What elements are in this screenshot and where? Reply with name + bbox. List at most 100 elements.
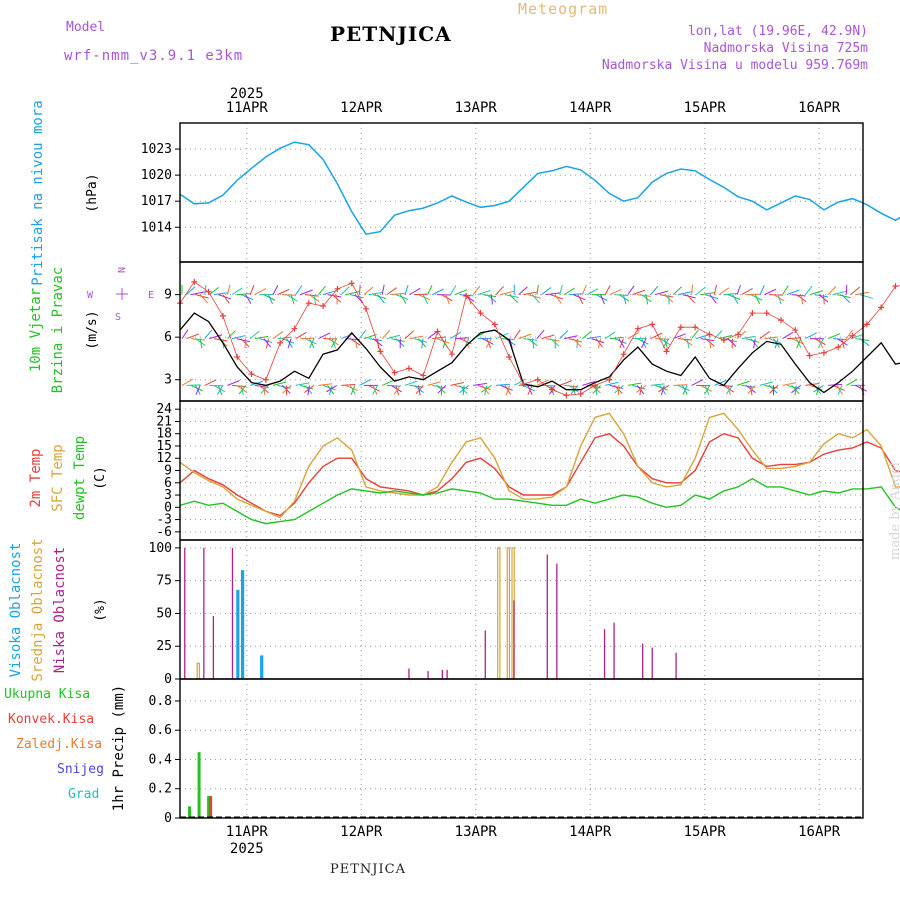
wind-barb: [358, 284, 361, 295]
gust-marker: [420, 372, 427, 379]
wind-barb: [541, 384, 556, 387]
y-tick-label: 1023: [141, 142, 172, 157]
wind-barb: [581, 285, 587, 295]
wind-barb: [213, 292, 228, 296]
wind-barb: [272, 381, 287, 386]
wind-barb: [827, 333, 841, 340]
bottom-day-label: 13APR: [455, 824, 498, 840]
wind-barb: [636, 384, 647, 393]
wind-barb: [445, 294, 450, 305]
wind-barb: [341, 384, 356, 386]
wind-barb: [614, 385, 624, 394]
wind-barb: [827, 286, 837, 295]
station-title: PETNJICA: [330, 22, 452, 46]
wind-barb: [704, 385, 711, 395]
wind-barb: [227, 330, 236, 339]
gust-marker: [863, 321, 870, 328]
wind-barb: [545, 338, 560, 342]
gust-marker: [463, 293, 470, 300]
wind-barb: [600, 294, 605, 305]
model-label: Model: [66, 20, 106, 35]
dewpt-title: dewpt Temp: [72, 436, 88, 520]
gust-marker: [506, 354, 513, 361]
gust-marker: [477, 310, 484, 317]
wind-barb: [181, 329, 189, 339]
wind-barb: [295, 382, 310, 386]
wind-barb: [732, 294, 739, 304]
wind-barb: [318, 332, 331, 340]
wind-barb: [272, 331, 284, 340]
wind-barb: [272, 285, 279, 295]
wind-barb: [609, 288, 622, 296]
sfc-title: SFC Temp: [50, 444, 66, 511]
wind-barb: [227, 284, 231, 295]
gust-marker: [606, 376, 613, 383]
cloud-mid-bar: [497, 547, 501, 680]
wind-barb: [855, 338, 870, 341]
wind-barb: [541, 334, 555, 340]
wind-barb: [741, 335, 756, 340]
wind-barb: [523, 338, 538, 341]
bottom-day-label: 16APR: [798, 824, 841, 840]
gust-marker: [520, 380, 527, 387]
wind-barb: [236, 293, 251, 296]
wind-barb: [832, 338, 847, 341]
wind-barb: [764, 336, 779, 340]
wind-barb: [841, 294, 851, 304]
wind-barb: [786, 289, 800, 296]
wind-barb: [304, 294, 319, 297]
wind-unit: (m/s): [85, 310, 100, 349]
wind-gust-line: [179, 281, 900, 396]
gust-marker: [448, 351, 455, 358]
wind-barb: [605, 381, 619, 386]
wind-barb: [736, 284, 741, 295]
cloud-low-bar: [446, 669, 448, 679]
wind-barb: [658, 384, 670, 393]
wind-barb: [845, 329, 854, 339]
wind-barb: [450, 285, 457, 295]
gust-marker: [405, 365, 412, 372]
wind-barb: [741, 384, 756, 388]
wind-barb: [304, 384, 315, 393]
y-tick-label: 18: [156, 427, 172, 442]
wind-barb: [536, 329, 545, 339]
wind-barb: [277, 288, 290, 296]
wind-barb: [846, 378, 858, 386]
wind-barb: [340, 286, 350, 295]
gust-marker: [735, 331, 742, 338]
bottom-day-label: 12APR: [340, 824, 383, 840]
wind-barb: [759, 381, 774, 386]
wind-barb: [432, 288, 444, 296]
top-day-label: 13APR: [455, 100, 498, 116]
legend-freezing-rain: Zaledj.Kisa: [16, 737, 103, 752]
wind-barb: [597, 338, 602, 349]
wind-barb: [696, 334, 710, 340]
wind-barb: [686, 338, 690, 349]
y-tick-label: 0: [164, 811, 172, 826]
cloud-high-title: Visoka Oblacnost: [8, 543, 24, 678]
wind-barb: [759, 331, 770, 339]
wind-barb: [209, 334, 223, 340]
wind-barb: [576, 338, 579, 349]
wind-barb: [282, 294, 297, 296]
cloud-mid-bar: [506, 547, 511, 680]
cloud-low-bar: [484, 630, 486, 679]
wind-barb: [249, 330, 260, 339]
wind-barb: [582, 330, 592, 339]
gust-marker: [334, 285, 341, 292]
wind-barb: [454, 337, 469, 340]
compass-south: S: [115, 312, 121, 323]
wind-barb: [495, 383, 510, 386]
footer-station: PETNJICA: [330, 862, 406, 877]
wind-barb: [386, 287, 397, 296]
wind-barb: [725, 385, 733, 395]
wind-barb: [816, 385, 820, 396]
y-tick-label: 25: [156, 639, 172, 654]
gust-marker: [363, 305, 370, 312]
wind-barb: [181, 378, 193, 386]
cloud-low-bar: [408, 668, 410, 679]
gust-marker: [778, 317, 785, 324]
wind-barb: [563, 287, 575, 296]
wind-barb: [245, 294, 252, 304]
precip-total-bar: [197, 752, 201, 818]
